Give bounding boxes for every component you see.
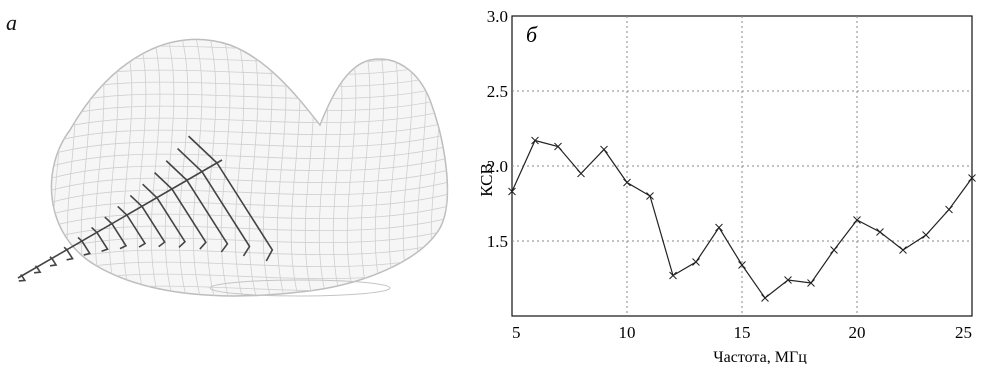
data-point-marker [554,142,562,151]
antenna-element [141,206,166,248]
antenna-element [77,236,83,242]
mesh-line [51,106,448,138]
mesh-line [51,190,448,222]
panel-b-label: б [526,22,538,47]
antenna-element [188,135,218,164]
mesh-line [206,39,219,296]
antenna-element [91,226,98,234]
grid-lines [512,16,972,316]
mesh-line [51,154,448,186]
data-point-marker [646,192,654,200]
mesh-line [150,39,163,296]
pattern-bottom-ring [209,279,391,297]
data-point-marker [692,258,700,266]
y-tick-label: 3.0 [487,7,508,26]
data-point-marker [968,174,976,182]
antenna-element [142,183,158,199]
antenna-element [34,265,38,268]
data-point-marker [715,223,723,232]
antenna-element [20,274,23,277]
vswr-series-markers [508,136,976,302]
antenna-element [49,256,53,260]
data-point-marker [807,279,815,287]
antenna-element [165,160,188,181]
antenna-element [154,172,173,190]
tick-labels: 5 10 15 20 25 1.5 2.0 2.5 3.0 [487,7,972,342]
mesh-line [164,39,177,296]
y-axis-label: КСВ [477,163,496,197]
antenna-pattern-figure: а [0,0,470,364]
data-point-marker [784,276,792,284]
antenna-element [18,275,27,282]
data-point-marker [508,187,516,196]
antenna-element [117,205,128,216]
antenna-element [201,171,251,257]
antenna-element [81,240,92,256]
mesh-line [51,118,448,150]
antenna-element [156,197,186,248]
mesh-line [39,30,50,310]
mesh-line [178,39,191,296]
mesh-line [136,39,149,296]
antenna-element [34,266,42,274]
x-tick-label: 15 [734,323,751,342]
data-point-marker [531,136,539,145]
antenna-element [111,223,128,250]
mesh-line [248,39,261,296]
x-tick-label: 10 [619,323,636,342]
mesh-line [192,39,205,296]
data-point-marker [623,178,631,187]
mesh-line [220,39,233,296]
data-point-marker [922,231,930,239]
y-tick-label: 2.0 [487,157,508,176]
radiation-pattern-illustration [17,30,449,310]
data-point-marker [761,294,769,302]
x-tick-label: 5 [512,323,521,342]
data-point-marker [669,271,677,280]
vswr-chart-svg: 5 10 15 20 25 1.5 2.0 2.5 3.0 б Частота, МГц КСВ [477,7,976,366]
antenna-element [129,194,143,208]
antenna-element [171,188,207,250]
x-axis-label: Частота, МГц [713,349,807,364]
mesh-line [51,94,448,126]
antenna-element [126,214,147,248]
data-point-marker [876,228,884,236]
x-tick-label: 20 [849,323,866,342]
vswr-series-line [511,139,973,299]
panel-a-label: а [6,10,17,35]
data-point-marker [853,216,861,224]
data-point-marker [945,205,953,214]
antenna-element [216,162,274,262]
log-periodic-antenna [17,135,274,282]
mesh-line [122,39,135,296]
antenna-element [104,216,113,225]
antenna-element [186,179,229,253]
antenna-element [96,232,109,253]
data-point-marker [830,246,838,254]
data-point-marker [600,145,608,154]
antenna-element [49,258,58,267]
mesh-line [51,142,448,174]
data-point-marker [738,261,746,269]
y-tick-label: 1.5 [487,232,508,251]
antenna-element [177,148,203,173]
data-point-marker [577,169,585,178]
mesh-line [51,166,448,198]
x-tick-label: 25 [955,323,972,342]
antenna-element [66,249,74,261]
mesh-line [234,39,247,296]
mesh-line [360,39,373,296]
vswr-chart: 5 10 15 20 25 1.5 2.0 2.5 3.0 б Частота, МГц КСВ [470,0,984,366]
antenna-element [63,246,68,251]
mesh-line [51,130,448,162]
y-tick-label: 2.5 [487,82,508,101]
data-point-marker [899,246,907,254]
